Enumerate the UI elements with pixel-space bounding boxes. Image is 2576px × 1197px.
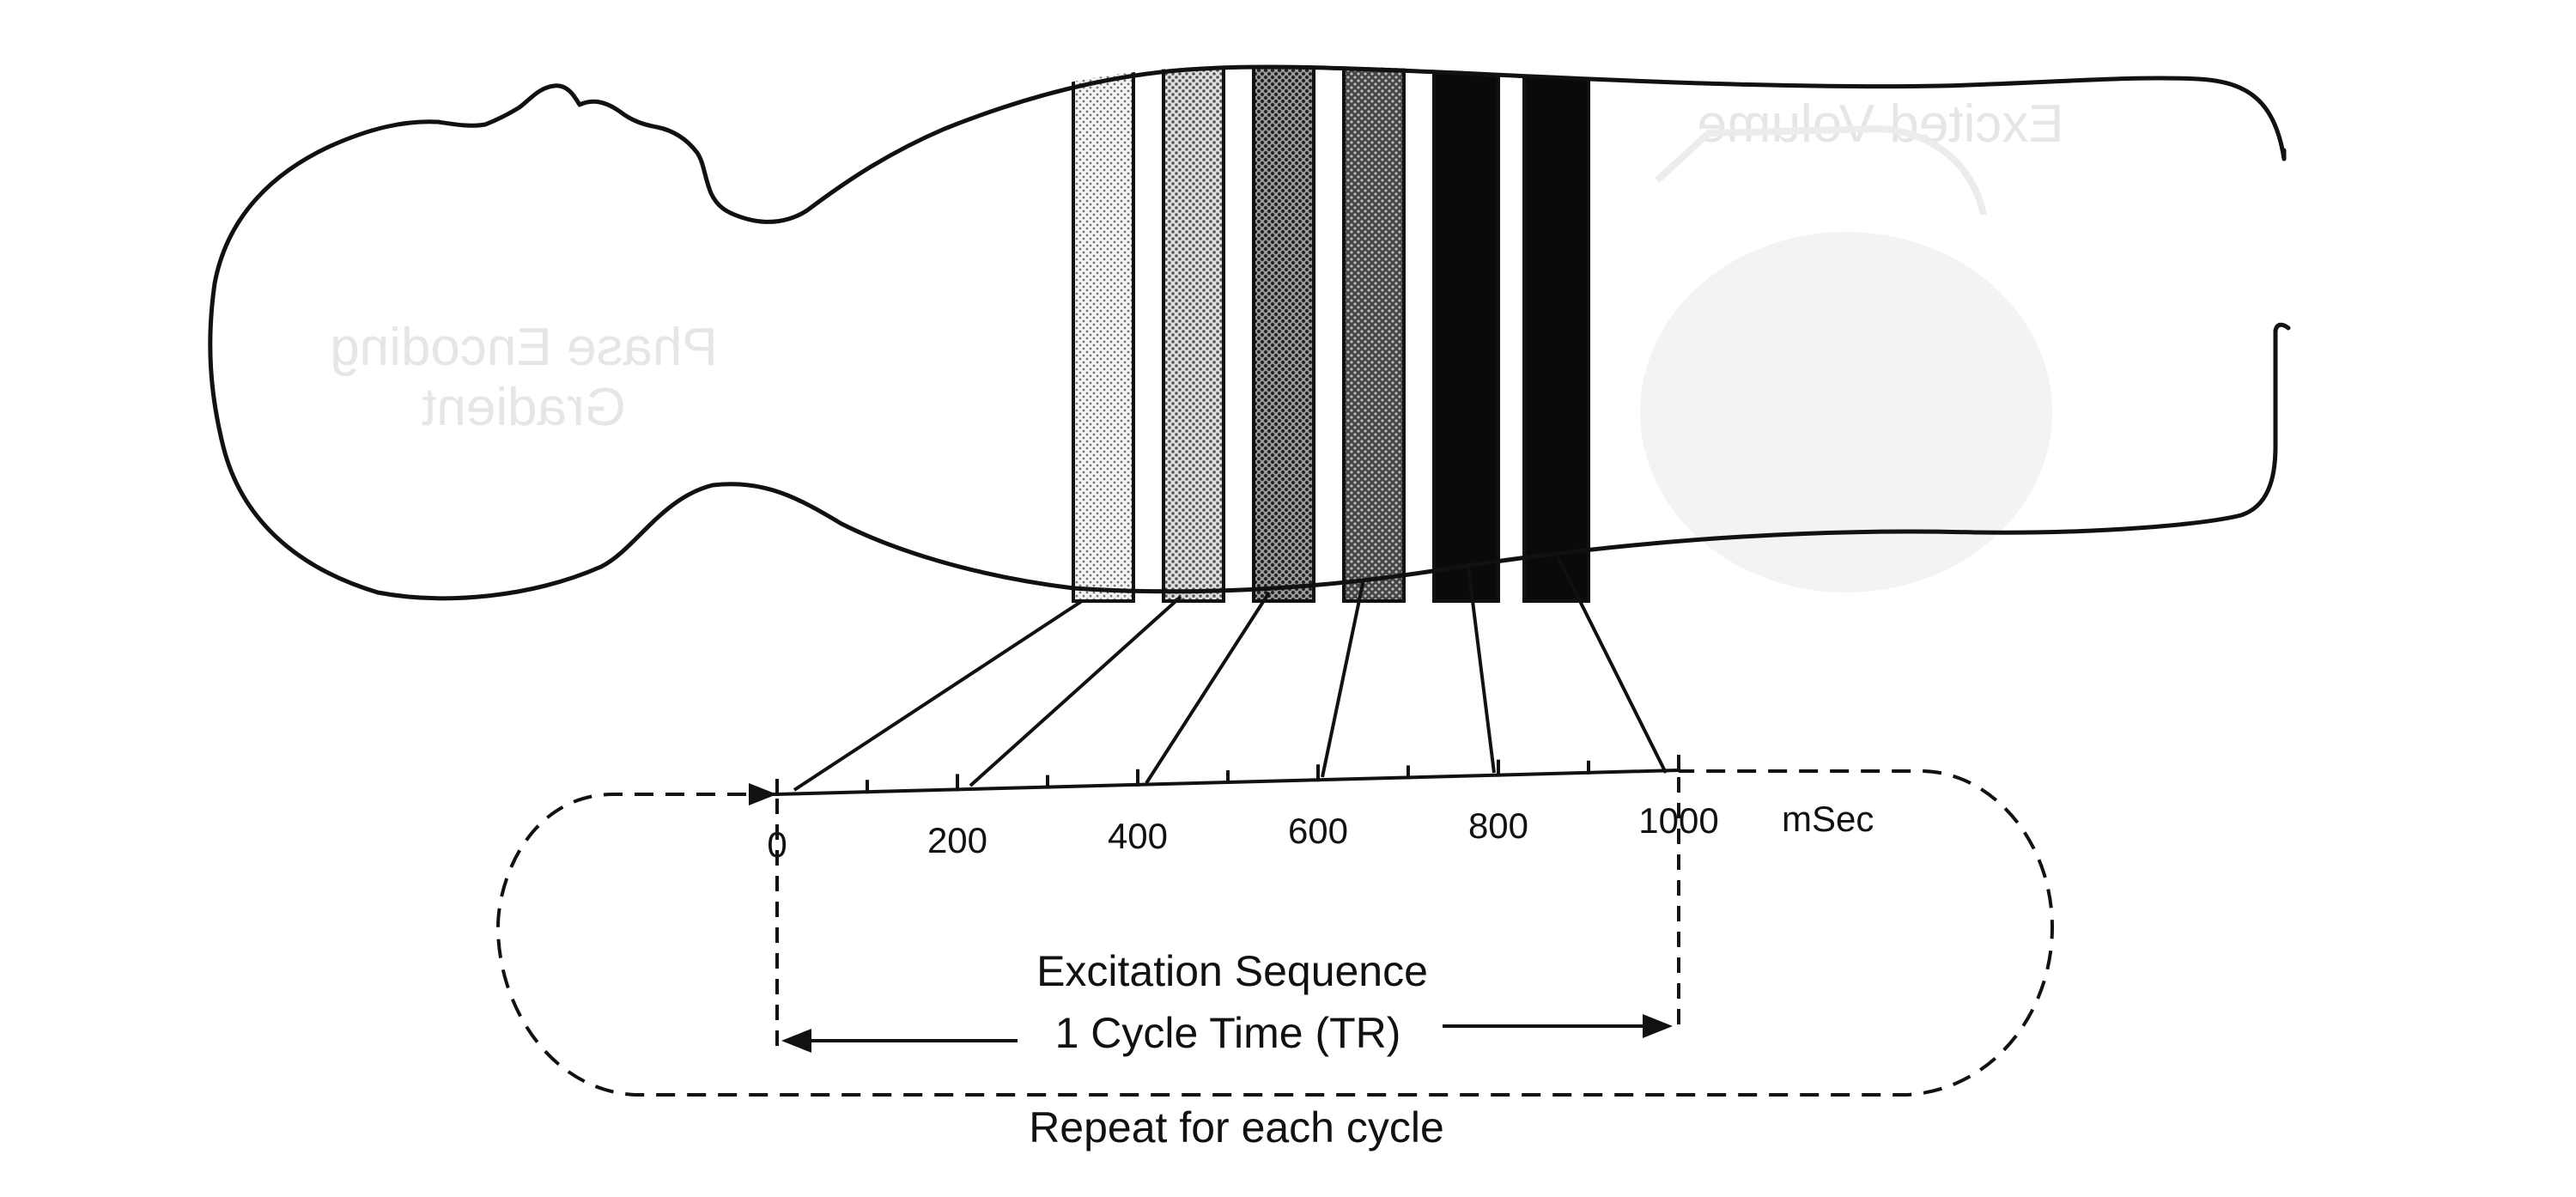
tick-label-200: 200	[927, 820, 987, 860]
slice-1	[1072, 64, 1135, 603]
slice-connectors	[793, 557, 1668, 792]
ghost-volume-blob	[1640, 232, 2052, 592]
slice-3	[1252, 64, 1315, 603]
ghost-excited-volume: Excited Volume	[1697, 94, 2063, 154]
connector-6	[1557, 557, 1668, 774]
arrow-right-icon	[1643, 1014, 1673, 1038]
connector-3	[1145, 591, 1271, 785]
timeline-axis: 0 200 400 600 800 1000 mSec	[767, 755, 1874, 865]
arrow-left-icon	[781, 1029, 811, 1053]
loop-arrowhead-icon	[749, 783, 777, 805]
tick-label-0: 0	[767, 824, 787, 865]
cycle-time-arrow	[781, 1014, 1673, 1053]
tick-label-400: 400	[1108, 816, 1168, 856]
slice-6	[1522, 64, 1590, 603]
cycle-time-label: 1 Cycle Time (TR)	[1055, 1009, 1401, 1057]
patient-body-outline	[208, 64, 2291, 601]
repeat-label: Repeat for each cycle	[1029, 1103, 1444, 1151]
tick-label-600: 600	[1288, 811, 1348, 851]
slice-2	[1162, 64, 1225, 603]
ghost-outline	[1655, 125, 1987, 216]
slice-bands	[1072, 64, 1590, 603]
connector-2	[969, 595, 1182, 787]
slice-4	[1342, 64, 1406, 603]
ghost-gradient: Gradient	[422, 378, 626, 437]
slice-5	[1432, 64, 1500, 603]
timeline-minor-ticks	[775, 755, 1680, 796]
connector-5	[1467, 566, 1496, 774]
excitation-sequence-label: Excitation Sequence	[1036, 947, 1428, 995]
bleed-through-text: Phase Encoding Gradient Excited Volume	[330, 94, 2064, 592]
tick-label-800: 800	[1468, 805, 1528, 846]
tick-labels: 0 200 400 600 800 1000 mSec	[767, 799, 1874, 865]
timeline-unit-label: mSec	[1782, 799, 1874, 839]
connector-4	[1321, 579, 1365, 778]
ghost-phase-encoding: Phase Encoding	[330, 318, 718, 377]
connector-1	[793, 599, 1084, 792]
